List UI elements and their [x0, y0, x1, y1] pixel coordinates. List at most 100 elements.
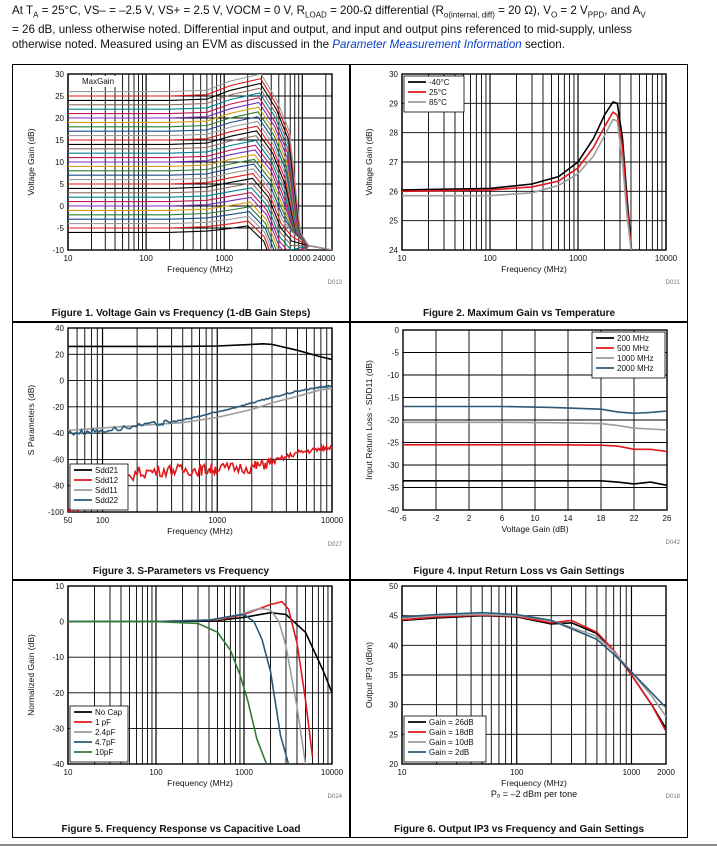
legend-label: 500 MHz: [617, 344, 649, 353]
plot-frame: [401, 585, 667, 765]
legend-label: 10pF: [95, 748, 113, 757]
plot-frame: [401, 73, 667, 251]
y-tick-label: 30: [389, 701, 398, 710]
y-tick-label: -40: [52, 429, 64, 438]
legend-label: 2.4pF: [95, 728, 116, 737]
legend-box: [591, 331, 666, 379]
y-tick-label: -40: [52, 760, 64, 769]
series-line-sdd11: [68, 387, 332, 432]
legend-label: Sdd12: [95, 476, 119, 485]
legend-label: 1000 MHz: [617, 354, 653, 363]
series-line-sdd21: [68, 342, 332, 361]
legend-label: Gain = 2dB: [429, 748, 469, 757]
plot-lines: [68, 74, 332, 250]
x-tick-label: 1000: [569, 254, 587, 263]
gain-step-curve: [68, 211, 332, 250]
figure-title: Figure 6. Output IP3 vs Frequency and Ga…: [394, 824, 644, 835]
y-tick-label: 0: [395, 326, 400, 335]
y-tick-label: -25: [387, 439, 399, 448]
gain-step-curve: [68, 192, 332, 250]
legend-box: [69, 463, 129, 511]
y-tick-label: -80: [52, 482, 64, 491]
y-tick-label: 0: [60, 377, 65, 386]
y-tick-label: -10: [387, 371, 399, 380]
x-tick-label: 1000: [215, 254, 233, 263]
legend-label: 4.7pF: [95, 738, 116, 747]
x-axis-label: Frequency (MHz): [167, 778, 233, 788]
y-tick-label: 0: [60, 618, 65, 627]
y-tick-label: 20: [389, 760, 398, 769]
x-tick-label: 10: [531, 514, 540, 523]
x-tick-label: 2000: [657, 768, 675, 777]
x-axis-label: Frequency (MHz): [501, 264, 567, 274]
y-tick-label: 25: [389, 730, 398, 739]
x-axis-label: Frequency (MHz): [167, 264, 233, 274]
y-tick-label: 25: [389, 217, 398, 226]
x-tick-label: -6: [399, 514, 407, 523]
y-tick-label: 45: [389, 612, 398, 621]
x-tick-label: 26: [663, 514, 672, 523]
y-tick-label: -15: [387, 394, 399, 403]
x-tick-label: 14: [564, 514, 573, 523]
legend-label: 200 MHz: [617, 334, 649, 343]
gain-step-curve: [68, 74, 332, 250]
header-line-3: otherwise noted. Measured using an EVM a…: [12, 38, 708, 53]
parameter-measurement-link[interactable]: Parameter Measurement Information: [332, 37, 522, 51]
chart-panel-4: 0-5-10-15-20-25-30-35-40-6 -2 2 6 10 14 18 22 26…: [350, 322, 688, 580]
x-tick-label: 6: [500, 514, 505, 523]
gain-step-curve: [68, 196, 332, 250]
header-text: otherwise noted. Measured using an EVM a…: [12, 37, 333, 51]
y-tick-label: 15: [55, 136, 64, 145]
figure-code: D027: [328, 542, 343, 548]
subcaption: Pₒ = –2 dBm per tone: [491, 789, 577, 799]
y-tick-label: 10: [55, 582, 64, 591]
y-tick-label: -20: [52, 689, 64, 698]
legend-label: 2000 MHz: [617, 364, 653, 373]
series-line--40-c: [402, 100, 633, 250]
y-tick-label: -40: [387, 506, 399, 515]
x-tick-label: 22: [630, 514, 639, 523]
y-axis-label: Input Return Loss - SDD11 (dB): [364, 360, 374, 480]
panel-border: [12, 64, 350, 322]
figure-code: D013: [328, 280, 343, 286]
figure-title: Figure 3. S-Parameters vs Frequency: [93, 566, 270, 577]
y-tick-label: 20: [55, 114, 64, 123]
gain-step-curve: [68, 201, 332, 250]
y-tick-label: -5: [392, 349, 400, 358]
gain-step-curve: [68, 206, 332, 250]
plot-frame: [67, 327, 333, 513]
figure-title: Figure 5. Frequency Response vs Capaciti…: [62, 824, 301, 835]
series-line-sdd22: [68, 384, 332, 436]
series-line-4-7pf: [68, 613, 290, 764]
y-tick-label: -30: [52, 724, 64, 733]
x-tick-label: 1000: [235, 768, 253, 777]
y-tick-label: 20: [55, 350, 64, 359]
plot-lines: [402, 100, 633, 250]
legend-label: Sdd11: [95, 486, 118, 495]
y-tick-label: 26: [389, 187, 398, 196]
panel-border: [350, 580, 688, 838]
y-tick-label: 35: [389, 671, 398, 680]
series-line-gain-2db: [402, 611, 666, 709]
series-line-1000-mhz: [403, 421, 667, 431]
figure-title: Figure 4. Input Return Loss vs Gain Sett…: [413, 566, 625, 577]
legend-label: Gain = 18dB: [429, 728, 474, 737]
panel-border: [12, 322, 350, 580]
x-tick-label: 50: [64, 516, 73, 525]
y-tick-label: 40: [389, 641, 398, 650]
series-line-500-mhz: [403, 444, 667, 453]
series-line-85-c: [402, 118, 632, 250]
x-axis-label: Voltage Gain (dB): [501, 524, 568, 534]
x-tick-label: 100: [510, 768, 524, 777]
gain-step-curve: [68, 172, 332, 250]
x-tick-label: 10000: [321, 768, 344, 777]
series-line-10pf: [68, 620, 268, 764]
figure-code: D042: [666, 540, 681, 546]
y-tick-label: 40: [55, 324, 64, 333]
y-tick-label: 28: [389, 129, 398, 138]
